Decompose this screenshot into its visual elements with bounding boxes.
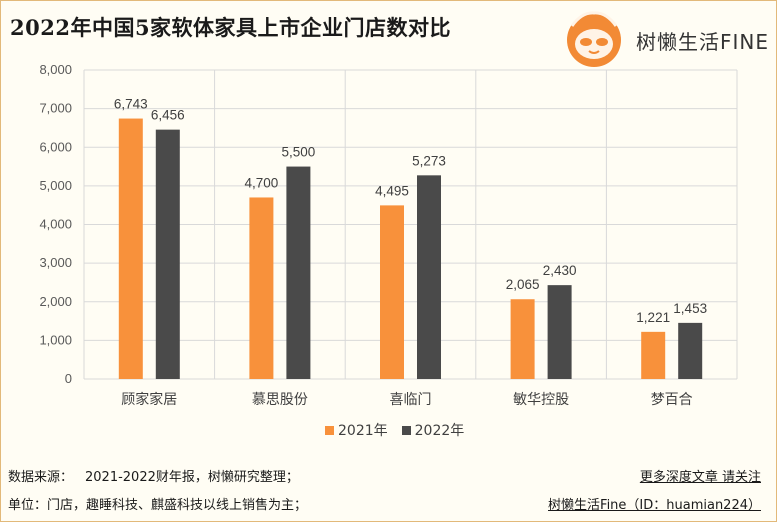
y-tick-label: 1,000 bbox=[39, 332, 72, 347]
brand-logo-text: 树懒生活FINE bbox=[636, 30, 769, 54]
account-id-text: 树懒生活Fine（ID：huamian224） bbox=[548, 498, 761, 513]
bar-2022 bbox=[286, 166, 311, 379]
brand-logo: 树懒生活FINE bbox=[560, 6, 770, 72]
bar-2021 bbox=[510, 299, 535, 379]
y-tick-label: 5,000 bbox=[39, 178, 72, 193]
data-label: 1,221 bbox=[636, 310, 670, 325]
x-tick-label: 梦百合 bbox=[651, 392, 693, 408]
data-label: 6,456 bbox=[151, 108, 185, 123]
y-tick-label: 7,000 bbox=[39, 101, 72, 116]
source-text: 2021-2022财年报，树懒研究整理； bbox=[85, 470, 299, 485]
legend: 2021年 2022年 bbox=[325, 420, 464, 440]
unit-label: 单位： bbox=[8, 498, 48, 513]
bar-2021 bbox=[249, 197, 274, 379]
footer-notes: 数据来源： 2021-2022财年报，树懒研究整理； 单位：门店，趣睡科技、麒盛科… bbox=[8, 464, 307, 520]
source-note: 数据来源： 2021-2022财年报，树懒研究整理； bbox=[8, 464, 307, 492]
x-tick-label: 慕思股份 bbox=[252, 392, 308, 408]
sloth-logo-icon bbox=[567, 11, 621, 67]
y-tick-label: 0 bbox=[65, 371, 72, 386]
y-axis: 0 1,000 2,000 3,000 4,000 5,000 6,000 7,000 8,00… bbox=[39, 62, 72, 386]
bar-2021 bbox=[641, 331, 666, 379]
more-articles-text: 更多深度文章 请关注 bbox=[639, 470, 761, 485]
data-label: 4,700 bbox=[245, 175, 279, 190]
legend-item-2022: 2022年 bbox=[401, 420, 465, 440]
y-tick-label: 6,000 bbox=[39, 139, 72, 154]
x-tick-label: 喜临门 bbox=[390, 392, 432, 408]
unit-text: 门店，趣睡科技、麒盛科技以线上销售为主； bbox=[47, 498, 308, 513]
bar-2022 bbox=[678, 322, 703, 379]
data-label: 1,453 bbox=[673, 301, 707, 316]
legend-item-2021: 2021年 bbox=[325, 420, 388, 440]
bars bbox=[118, 118, 703, 379]
legend-label-2022: 2022年 bbox=[414, 423, 465, 439]
unit-note: 单位：门店，趣睡科技、麒盛科技以线上销售为主； bbox=[8, 492, 307, 520]
y-tick-label: 4,000 bbox=[39, 217, 72, 232]
data-label: 6,743 bbox=[114, 97, 148, 112]
bar-2021 bbox=[118, 118, 143, 379]
x-tick-label: 敏华控股 bbox=[513, 392, 569, 408]
data-label: 5,273 bbox=[412, 153, 446, 168]
x-tick-label: 顾家家居 bbox=[121, 391, 177, 408]
legend-label-2021: 2021年 bbox=[338, 423, 388, 439]
chart-grid bbox=[83, 69, 738, 380]
source-label: 数据来源： bbox=[8, 470, 74, 485]
bar-2022 bbox=[417, 175, 441, 379]
chart-title: 2022年中国5家软体家具上市企业门店数对比 bbox=[10, 15, 452, 40]
bar-2022 bbox=[155, 129, 180, 379]
data-label: 2,065 bbox=[506, 277, 540, 292]
bar-2021 bbox=[380, 205, 404, 379]
x-axis: 顾家家居 慕思股份 喜临门 敏华控股 梦百合 bbox=[121, 391, 692, 408]
data-label: 2,430 bbox=[543, 263, 577, 278]
data-label: 4,495 bbox=[375, 183, 409, 198]
legend-swatch-2021 bbox=[325, 425, 334, 435]
y-tick-label: 2,000 bbox=[39, 294, 72, 309]
y-tick-label: 3,000 bbox=[39, 255, 72, 270]
footer-promo: 更多深度文章 请关注 树懒生活Fine（ID：huamian224） bbox=[548, 464, 761, 520]
legend-swatch-2022 bbox=[401, 425, 411, 435]
y-tick-label: 8,000 bbox=[39, 62, 72, 77]
data-label: 5,500 bbox=[282, 145, 316, 160]
bar-2022 bbox=[547, 285, 572, 379]
